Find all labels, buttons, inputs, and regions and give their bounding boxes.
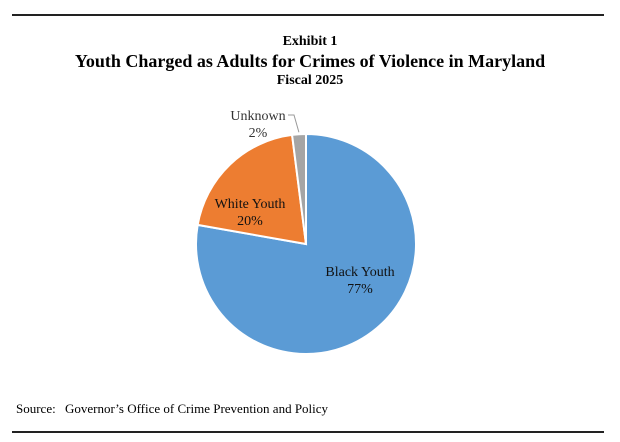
chart-subtitle: Fiscal 2025	[276, 73, 344, 88]
pie-slice-unknown	[290, 132, 307, 245]
source-label: Source:	[16, 401, 56, 416]
pie-value-white-youth: 20%	[237, 214, 263, 229]
pie-label-white-youth: White Youth	[215, 197, 286, 212]
pie-label-black-youth: Black Youth	[325, 265, 394, 280]
pie-label-unknown: Unknown	[230, 109, 285, 124]
bottom-rule	[12, 431, 604, 433]
pie-labels: Black Youth 77% White Youth 20% Unknown 2%	[215, 109, 395, 297]
source-note: Source: Governor’s Office of Crime Preve…	[16, 401, 334, 417]
pie-value-black-youth: 77%	[347, 282, 373, 297]
pie-slice-white-youth	[196, 133, 308, 246]
chart-title: Youth Charged as Adults for Crimes of Vi…	[74, 51, 546, 71]
top-rule	[12, 14, 604, 16]
source-text: Governor’s Office of Crime Prevention an…	[64, 401, 329, 416]
leader-line-unknown	[288, 114, 300, 133]
pie-slices	[195, 132, 417, 355]
exhibit-number: Exhibit 1	[282, 34, 338, 49]
pie-value-unknown: 2%	[249, 126, 268, 141]
